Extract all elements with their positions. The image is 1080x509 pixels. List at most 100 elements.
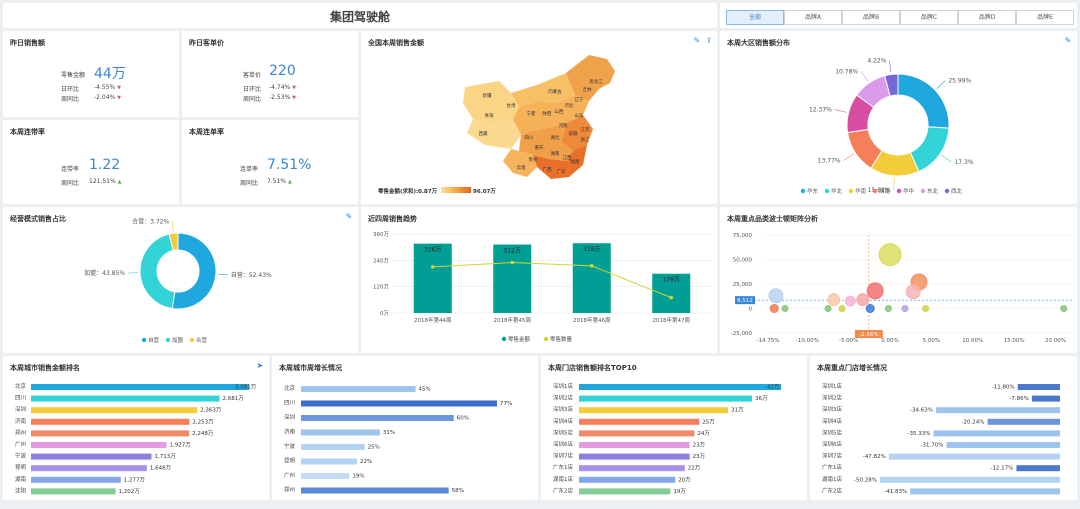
mode-donut-chart[interactable]: 自营：52.43% 加盟：43.85% 合营：3.72% 自营 加盟 合营 [3,207,358,353]
bar[interactable] [301,487,449,494]
brand-tab-0[interactable]: 全部 [726,10,784,25]
legend-label[interactable]: 西北 [951,187,963,195]
bar[interactable] [31,384,249,390]
brand-tab-1[interactable]: 品牌A [784,10,842,25]
bar[interactable] [579,418,700,425]
donut-slice[interactable] [171,232,217,310]
donut-slice[interactable] [897,73,950,129]
bar[interactable] [31,430,190,437]
bar[interactable] [301,458,357,465]
bar[interactable] [579,465,685,472]
bar[interactable] [652,273,691,313]
bar[interactable] [301,400,497,407]
bubble[interactable] [856,293,870,307]
bar[interactable] [579,430,695,437]
bubble[interactable] [1060,305,1068,312]
bar[interactable] [31,465,147,472]
send-icon[interactable]: ➤ [256,361,264,370]
donut-slice[interactable] [139,233,176,310]
city-growth-chart[interactable]: 北京 45% 四川 77% 深圳 60% 济南 31% 宁波 25% 昆明 22% 广州 19% 郑州 58% [272,356,538,500]
legend-label[interactable]: 零售金额 [508,335,531,343]
map-legend-gradient[interactable] [441,187,471,193]
bar[interactable] [910,488,1060,495]
line-point[interactable] [669,295,674,300]
bubble[interactable] [824,305,832,312]
legend-label[interactable]: 华北 [831,187,843,195]
store-growth-chart[interactable]: 深圳1店 -11.80% 深圳2店 -7.86% 深圳3店 -34.63% 深圳4店 -20.… [810,356,1077,500]
bar[interactable] [301,415,454,421]
bar[interactable] [579,395,753,402]
bubble[interactable] [781,305,789,312]
bar[interactable] [579,488,671,495]
brand-tab-5[interactable]: 品牌E [1016,10,1074,25]
line-point[interactable] [510,260,515,265]
bar[interactable] [579,453,690,460]
bar[interactable] [493,244,532,313]
donut-slice[interactable] [168,232,179,252]
line-series[interactable] [432,262,672,299]
bar[interactable] [301,444,365,450]
bar[interactable] [579,442,690,448]
bubble[interactable] [769,304,779,313]
brand-tab-2[interactable]: 品牌B [842,10,900,25]
brand-tab-3[interactable]: 品牌C [900,10,958,25]
edit-icon[interactable]: ✎ [1064,36,1072,45]
bubble[interactable] [844,295,856,307]
line-point[interactable] [589,264,594,268]
bubble[interactable] [922,305,930,312]
export-icon[interactable]: ⇪ [705,36,713,45]
line-point[interactable] [430,265,435,269]
bubble[interactable] [768,288,784,304]
region-donut-chart[interactable]: 25.99% 17.3% 15.62% 13.77% 12.37% 10.78% 4.22%… [720,31,1077,204]
legend-label[interactable]: 华东 [807,187,819,195]
bubble[interactable] [838,305,846,312]
bar[interactable] [1031,395,1060,402]
bar[interactable] [987,418,1060,425]
bar[interactable] [31,407,198,414]
bar[interactable] [579,476,676,483]
legend-label[interactable]: 加盟 [172,336,184,344]
legend-label[interactable]: 零售数量 [550,335,573,343]
bar[interactable] [572,243,611,313]
bubble[interactable] [901,305,909,312]
bar[interactable] [579,407,729,414]
bubble[interactable] [878,243,902,267]
bubble[interactable] [884,305,892,312]
bar[interactable] [946,442,1060,448]
bubble[interactable] [827,293,841,307]
bar[interactable] [936,407,1060,414]
edit-icon[interactable]: ✎ [345,212,353,221]
bar[interactable] [31,453,152,460]
legend-label[interactable]: 合营 [196,336,208,344]
bar[interactable] [31,418,190,425]
legend-label[interactable]: 华中 [903,187,914,195]
bar[interactable] [1017,384,1060,390]
bar[interactable] [413,243,452,313]
bar[interactable] [301,429,380,436]
bar[interactable] [888,453,1060,460]
bar[interactable] [579,384,781,390]
legend-label[interactable]: 华南 [855,187,867,195]
bar[interactable] [1016,465,1060,472]
trend-combo-chart[interactable]: 360万 240万 120万 0万 316万 2018年第44周 312万 2018年第45周… [361,207,717,353]
brand-tab-4[interactable]: 品牌D [958,10,1016,25]
bar[interactable] [31,488,116,495]
bar[interactable] [31,442,167,448]
donut-slice[interactable] [884,73,899,97]
legend-label[interactable]: 东北 [927,187,939,195]
bar[interactable] [880,476,1060,483]
bcg-bubble-chart[interactable]: 75,000 50,000 25,000 0 -25,000 -14.75% -10.00%… [720,207,1077,353]
bar[interactable] [31,476,121,483]
legend-label[interactable]: 西南 [879,187,891,195]
bubble[interactable] [905,284,921,300]
edit-icon[interactable]: ✎ [693,36,701,45]
bar[interactable] [31,395,220,402]
bar[interactable] [933,430,1060,437]
bubble[interactable] [865,304,875,313]
bar[interactable] [301,386,416,392]
bar[interactable] [301,473,350,479]
bubble[interactable] [866,282,884,300]
